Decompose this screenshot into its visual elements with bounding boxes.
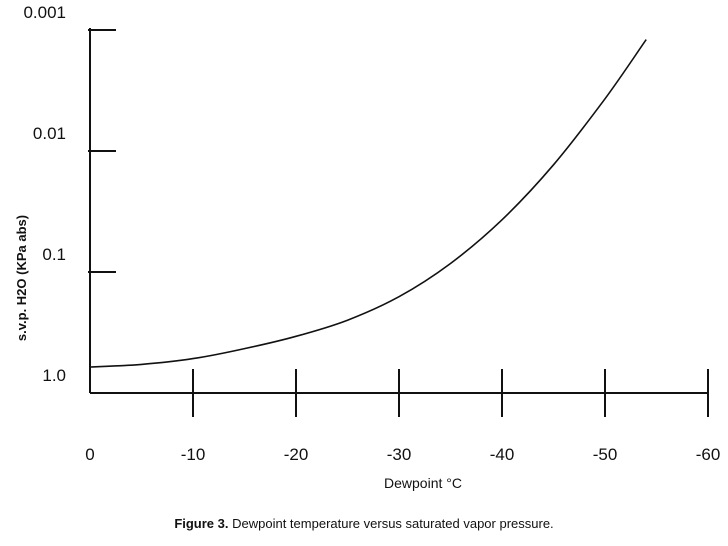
x-tick-label: -40 — [490, 445, 515, 464]
x-tick-label: -60 — [696, 445, 721, 464]
caption-text: Dewpoint temperature versus saturated va… — [232, 516, 554, 531]
y-tick-label: 0.01 — [33, 124, 66, 143]
y-tick-label: 1.0 — [42, 366, 66, 385]
y-axis-title: s.v.p. H2O (KPa abs) — [14, 215, 29, 341]
y-tick-label: 0.001 — [23, 3, 66, 22]
svp-curve — [89, 39, 647, 368]
x-axis-title: Dewpoint °C — [384, 475, 462, 491]
x-tick-label: -30 — [387, 445, 412, 464]
data-series — [89, 39, 647, 368]
x-tick-label: 0 — [85, 445, 94, 464]
x-tick-label: -20 — [284, 445, 309, 464]
figure-caption: Figure 3. Dewpoint temperature versus sa… — [0, 516, 728, 531]
x-tick-label: -50 — [593, 445, 618, 464]
x-tick-label: -10 — [181, 445, 206, 464]
y-tick-label: 0.1 — [42, 245, 66, 264]
axis-labels: 0 -10 -20 -30 -40 -50 -60 1.0 0.1 0.01 0.001 — [23, 3, 720, 464]
figure-number: Figure 3. — [174, 516, 229, 531]
axes — [88, 28, 709, 417]
